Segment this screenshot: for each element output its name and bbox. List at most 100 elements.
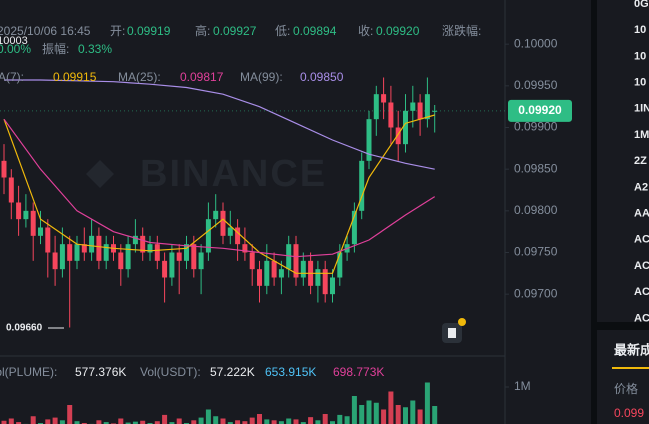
ma-legend-value: 0.09915 (53, 70, 97, 84)
candle-body (220, 210, 226, 236)
volume-bar (403, 407, 408, 424)
high-marker: 0.10003 (0, 35, 28, 47)
volume-bar (308, 417, 314, 424)
vol-legend-value: 698.773K (333, 365, 384, 379)
volume-bar (74, 421, 80, 424)
header-value: 0.00% (0, 42, 31, 56)
volume-bar (359, 405, 365, 424)
candle-body (23, 210, 29, 220)
candle-body (278, 269, 284, 278)
volume-bar (213, 416, 219, 424)
volume-bar (220, 418, 226, 424)
symbol[interactable]: 10 (634, 24, 646, 36)
symbol[interactable]: 10 (634, 77, 646, 89)
candle-body (81, 244, 87, 253)
volume-bar (257, 414, 262, 424)
candle-body (45, 227, 51, 253)
volume-bar (322, 414, 328, 424)
header-value: 0.33% (78, 42, 112, 56)
symbol[interactable]: AC (634, 286, 649, 298)
candle-body (300, 260, 306, 278)
volume-bar (286, 418, 292, 424)
volume-bar (45, 419, 51, 424)
symbol[interactable]: 2Z (634, 155, 647, 167)
candle-body (140, 235, 146, 253)
vol-legend-value: 653.915K (265, 365, 316, 379)
volume-bar (417, 409, 423, 424)
candle-body (381, 94, 387, 103)
candle-body (359, 160, 365, 211)
candle-body (257, 269, 262, 286)
candle-body (74, 244, 80, 261)
header-value: 0.09894 (293, 24, 337, 38)
symbol[interactable]: AC (634, 260, 649, 272)
volume-bar (315, 420, 321, 424)
header-label: 开: (110, 24, 125, 38)
volume-bar (59, 420, 65, 424)
candle-body (89, 235, 95, 253)
volume-bar (410, 400, 416, 424)
candle-body (410, 102, 416, 111)
candle-body (432, 110, 438, 112)
candle-body (59, 244, 65, 270)
volume-bar (381, 409, 387, 424)
volume-bar (169, 422, 175, 424)
volume-bar (16, 422, 22, 424)
price-header: 价格 (614, 381, 638, 396)
volume-bar (205, 409, 211, 424)
candle-body (96, 235, 102, 261)
symbol[interactable]: AC (634, 312, 649, 324)
candle-body (169, 252, 175, 278)
volume-bar (235, 420, 241, 424)
symbol[interactable]: 10 (634, 50, 646, 62)
candle-body (249, 252, 255, 270)
y-tick-label: 1M (514, 379, 531, 393)
volume-bar (337, 414, 343, 424)
header-label: 高: (195, 23, 210, 38)
volume-bar (191, 420, 197, 424)
candle-body (235, 227, 241, 245)
volume-bar (140, 420, 146, 424)
ma-legend-value: 0.09850 (300, 70, 344, 84)
symbol[interactable]: 1M (634, 129, 649, 141)
candle-body (337, 252, 343, 278)
header-value: 0.09920 (376, 24, 420, 38)
candle-body (366, 119, 372, 161)
volume-bar (388, 391, 394, 424)
candle-body (132, 235, 138, 245)
header-value: 0.09919 (127, 24, 171, 38)
tab-underline (612, 367, 649, 369)
symbol[interactable]: AA (634, 208, 649, 220)
plot: 0.10000 0.09950 0.09900 0.09850 0.09800 0.097… (0, 23, 572, 424)
ma-line (4, 79, 435, 170)
ma-line (3, 118, 436, 258)
volume-bar (271, 420, 277, 424)
candle-body (227, 227, 233, 236)
icon-glyph (448, 328, 456, 338)
candle-body (67, 244, 73, 261)
candle-body (388, 102, 394, 128)
symbol[interactable]: A2 (634, 181, 648, 193)
y-tick-label: 0.09950 (514, 78, 558, 92)
symbol[interactable]: 0G (634, 0, 649, 10)
volume-bar (344, 416, 350, 424)
candle-body (147, 244, 153, 253)
symbol[interactable]: 1IN (634, 103, 649, 115)
y-tick-label: 0.09900 (514, 120, 558, 134)
symbol[interactable]: AC (634, 234, 649, 246)
candle-body (271, 260, 277, 278)
divider (591, 322, 649, 330)
volume-bar (366, 400, 372, 424)
y-tick-label: 0.09800 (514, 203, 558, 217)
volume-bar (30, 416, 36, 424)
volume-bar (432, 406, 438, 424)
volume-bar (249, 417, 255, 424)
candle-body (52, 252, 58, 270)
trades-tab[interactable]: 最新成 (614, 342, 649, 357)
volume-bar (96, 420, 102, 424)
volume-bar (154, 421, 160, 424)
ma-legend-label: MA(7): (0, 70, 24, 84)
y-tick-label: 0.09850 (514, 161, 558, 175)
